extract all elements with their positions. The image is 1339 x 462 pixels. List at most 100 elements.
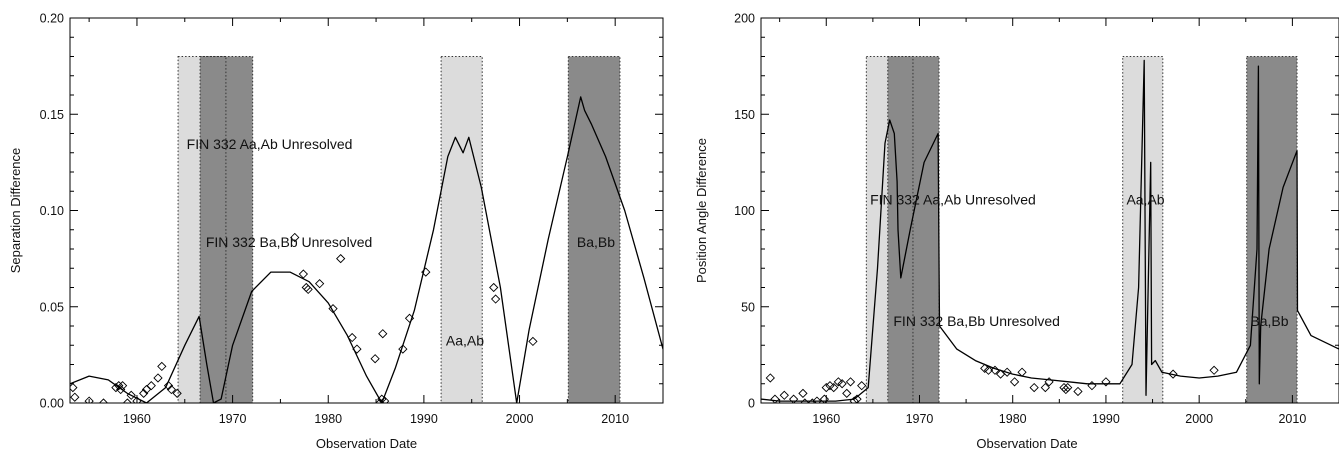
position-angle-region-dark — [1246, 56, 1298, 403]
position-angle-region-outline — [865, 56, 914, 403]
position-angle-data-point — [1040, 382, 1050, 393]
separation-data-point — [70, 392, 80, 402]
separation-y-tick-label: 0.15 — [40, 108, 64, 122]
separation-data-point — [117, 381, 128, 391]
separation-data-point — [489, 282, 499, 293]
separation-data-point — [380, 396, 390, 403]
separation-data-point — [328, 304, 338, 314]
position-angle-data-point — [800, 398, 810, 403]
position-angle-annotation: Aa,Ab — [1126, 192, 1164, 208]
position-angle-data-point — [1101, 377, 1111, 387]
position-angle-x-tick-label: 1990 — [1092, 412, 1120, 426]
separation-y-tick-label: 0.20 — [40, 12, 64, 26]
separation-data-point — [98, 398, 109, 403]
separation-data-point — [139, 388, 149, 399]
separation-data-point — [114, 381, 124, 391]
separation-y-tick-label: 0.00 — [40, 397, 64, 411]
separation-data-point — [404, 313, 415, 323]
separation-data-point — [157, 361, 167, 372]
position-angle-data-point — [1017, 367, 1027, 377]
separation-data-point — [370, 354, 380, 364]
separation-data-point — [303, 284, 313, 295]
position-angle-data-point — [1002, 367, 1012, 377]
position-angle-data-point — [842, 388, 852, 399]
position-angle-data-point — [1168, 369, 1178, 379]
position-angle-x-tick-label: 1960 — [812, 412, 840, 426]
separation-annotation: Aa,Ab — [446, 332, 484, 348]
position-angle-data-point — [1209, 365, 1219, 375]
position-angle-data-point — [1044, 377, 1054, 387]
position-angle-data-point — [788, 394, 799, 403]
position-angle-data-point — [779, 390, 789, 400]
separation-data-point — [398, 344, 408, 354]
separation-data-point — [132, 396, 142, 403]
separation-data-point — [314, 279, 325, 289]
separation-x-tick-label: 2000 — [506, 412, 534, 426]
separation-data-point — [352, 344, 362, 354]
separation-x-tick-label: 1980 — [314, 412, 342, 426]
separation-data-point — [528, 336, 538, 347]
position-angle-y-tick-label: 150 — [734, 108, 755, 122]
position-angle-x-tick-label: 2010 — [1278, 412, 1306, 426]
position-angle-data-point — [1009, 377, 1020, 387]
separation-x-tick-label: 1970 — [219, 412, 247, 426]
position-angle-annotation: FIN 332 Aa,Ab Unresolved — [870, 192, 1036, 208]
position-angle-x-axis-title: Observation Date — [976, 436, 1077, 451]
separation-data-point — [421, 267, 431, 277]
position-angle-model-curve — [761, 59, 1339, 402]
position-angle-data-point — [798, 388, 808, 399]
separation-data-point — [378, 329, 388, 339]
separation-model-curve — [70, 96, 663, 403]
separation-data-point — [347, 332, 357, 343]
separation-data-point — [172, 388, 182, 399]
position-angle-plot-area: FIN 332 Aa,Ab Unresolved FIN 332 Ba,Bb Un… — [761, 56, 1339, 403]
separation-data-point — [298, 269, 309, 279]
position-angle-data-point — [983, 365, 994, 375]
position-angle-x-tick-label: 1970 — [906, 412, 934, 426]
position-angle-data-point — [990, 365, 1000, 375]
position-angle-data-point — [770, 394, 780, 403]
separation-data-point — [84, 396, 94, 403]
position-angle-annotation: Ba,Bb — [1250, 313, 1288, 329]
position-angle-data-point — [1029, 382, 1039, 393]
position-angle-annotation: FIN 332 Ba,Bb Unresolved — [893, 313, 1060, 329]
separation-x-tick-label: 2010 — [601, 412, 629, 426]
position-angle-y-axis-title: Position Angle Difference — [694, 138, 709, 283]
separation-region-dark — [568, 56, 620, 403]
position-angle-data-point — [765, 373, 775, 383]
position-angle-panel: FIN 332 Aa,Ab Unresolved FIN 332 Ba,Bb Un… — [694, 12, 1339, 451]
position-angle-y-tick-label: 50 — [741, 300, 755, 314]
separation-annotation: FIN 332 Aa,Ab Unresolved — [187, 136, 353, 152]
position-angle-data-point — [812, 396, 822, 403]
separation-y-axis-title: Separation Difference — [8, 148, 23, 274]
separation-data-point — [163, 381, 174, 391]
separation-panel: FIN 332 Aa,Ab Unresolved FIN 332 Ba,Bb Un… — [8, 12, 664, 451]
position-angle-data-point — [1073, 386, 1083, 397]
separation-data-point — [290, 232, 300, 243]
separation-data-point — [490, 294, 501, 304]
position-angle-x-tick-label: 2000 — [1185, 412, 1213, 426]
separation-x-tick-label: 1960 — [123, 412, 151, 426]
position-angle-y-tick-label: 200 — [734, 12, 755, 26]
position-angle-data-point — [857, 381, 867, 391]
position-angle-data-point — [1061, 384, 1071, 395]
position-angle-data-point — [852, 394, 862, 403]
separation-x-axis-title: Observation Date — [316, 436, 417, 451]
position-angle-x-tick-label: 1980 — [999, 412, 1027, 426]
position-angle-data-point — [807, 398, 817, 403]
separation-data-point — [126, 390, 136, 400]
separation-y-tick-label: 0.10 — [40, 204, 64, 218]
separation-data-point — [116, 384, 126, 395]
separation-region-outline — [177, 56, 227, 403]
separation-data-point — [146, 381, 156, 391]
separation-data-point — [336, 253, 346, 264]
position-angle-y-tick-label: 100 — [734, 204, 755, 218]
separation-region-outline — [440, 56, 483, 403]
separation-region-light — [441, 56, 483, 403]
position-angle-data-point — [1063, 382, 1073, 393]
separation-annotation: FIN 332 Ba,Bb Unresolved — [206, 234, 373, 250]
separation-data-point — [153, 373, 163, 383]
position-angle-data-point — [849, 396, 859, 403]
